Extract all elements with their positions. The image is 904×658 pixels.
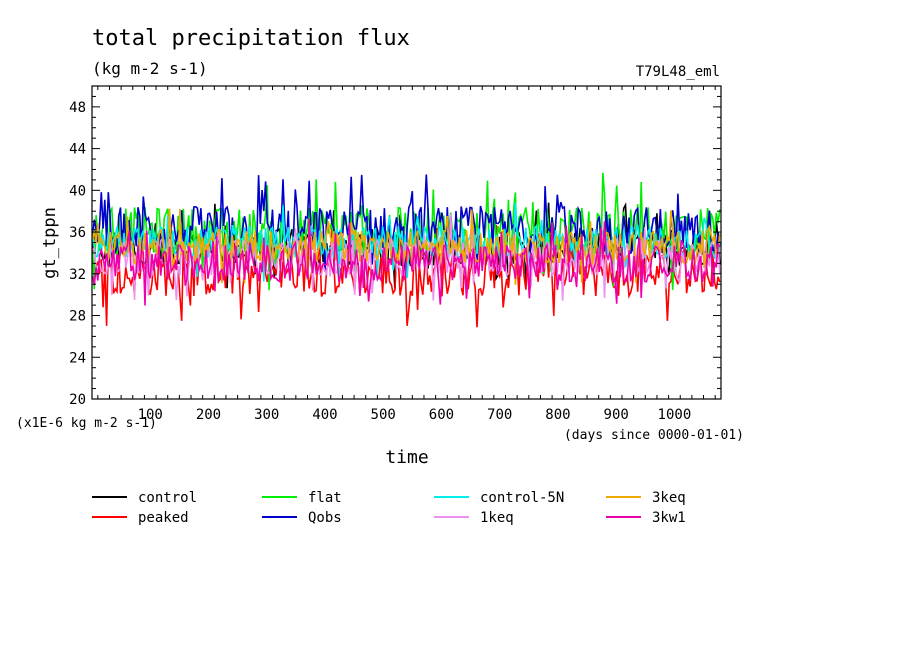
y-tick-label: 44 [69, 142, 86, 158]
axes-layer: 20 24 28 32 36 40 44 48 100 200 300 400 500 600 700 800… [69, 85, 722, 423]
legend-label-control: control [138, 490, 197, 506]
x-tick-label: 500 [371, 407, 396, 423]
x-tick-label: 200 [196, 407, 221, 423]
legend: control peaked flat Qobs control-5N 1keq 3keq 3… [92, 490, 686, 526]
y-scale-note: (x1E-6 kg m-2 s-1) [16, 416, 157, 431]
legend-label-1keq: 1keq [480, 510, 514, 526]
y-tick-label: 36 [69, 225, 86, 241]
x-units-note: (days since 0000-01-01) [564, 428, 744, 443]
y-tick-label: 20 [69, 392, 86, 408]
chart-title: total precipitation flux [92, 26, 410, 51]
y-tick-label: 48 [69, 100, 86, 116]
x-tick-label: 300 [254, 407, 279, 423]
x-tick-label: 1000 [658, 407, 692, 423]
run-label: T79L48_eml [636, 64, 720, 80]
legend-label-control-5n: control-5N [480, 490, 564, 506]
chart-subtitle: (kg m-2 s-1) [92, 59, 208, 78]
x-axis-label: time [385, 447, 428, 468]
legend-label-3keq: 3keq [652, 490, 686, 506]
x-tick-label: 600 [429, 407, 454, 423]
x-tick-label: 700 [487, 407, 512, 423]
series-line-3kw1 [91, 218, 721, 306]
legend-label-peaked: peaked [138, 510, 189, 526]
legend-label-flat: flat [308, 490, 342, 506]
y-tick-label: 40 [69, 183, 86, 199]
y-tick-label: 28 [69, 309, 86, 325]
x-tick-label: 800 [545, 407, 570, 423]
y-tick-label: 32 [69, 267, 86, 283]
x-tick-label: 400 [312, 407, 337, 423]
y-axis-label: gt_tppn [40, 207, 60, 279]
x-tick-label: 100 [138, 407, 163, 423]
series-layer [91, 172, 721, 328]
x-tick-label: 900 [604, 407, 629, 423]
series-line-flat [91, 172, 721, 291]
legend-label-3kw1: 3kw1 [652, 510, 686, 526]
y-tick-label: 24 [69, 350, 86, 366]
legend-label-qobs: Qobs [308, 510, 342, 526]
